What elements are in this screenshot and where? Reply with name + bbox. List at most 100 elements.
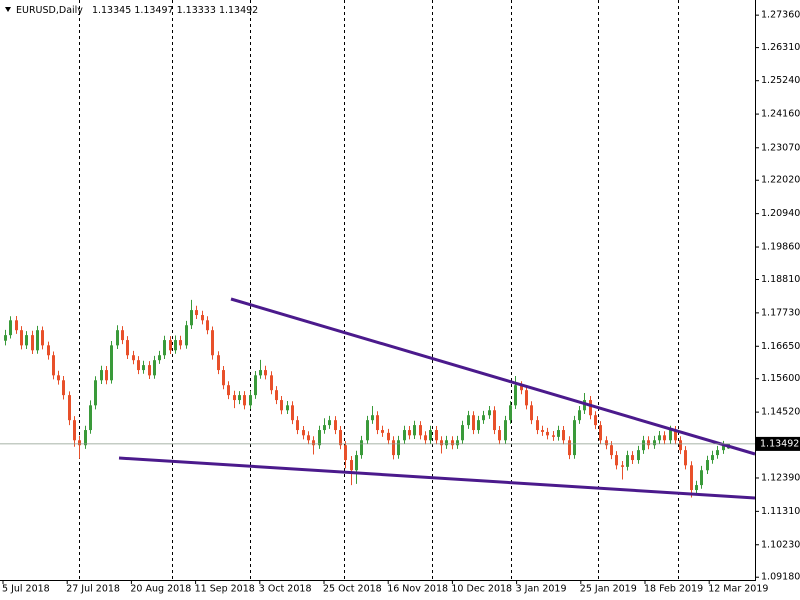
candle-body xyxy=(84,430,87,446)
candle-body xyxy=(62,380,65,396)
candle-body xyxy=(674,430,677,441)
x-tick-label: 5 Jul 2018 xyxy=(2,584,50,595)
candle-body xyxy=(695,485,698,491)
candle-body xyxy=(605,440,608,446)
candle-body xyxy=(307,435,310,441)
candle-body xyxy=(249,395,252,406)
candle-body xyxy=(116,330,119,346)
x-tick-label: 20 Aug 2018 xyxy=(130,584,191,595)
candle-body xyxy=(504,420,507,441)
candle-body xyxy=(137,360,140,371)
candle-body xyxy=(371,415,374,421)
chart-header: EURUSD,Daily 1.13345 1.13497 1.13333 1.1… xyxy=(16,5,258,16)
candle-body xyxy=(525,390,528,406)
y-tick-label: 1.09180 xyxy=(761,572,800,583)
candle-body xyxy=(477,420,480,431)
candle-body xyxy=(722,445,725,451)
x-tick-label: 27 Jul 2018 xyxy=(66,584,120,595)
candle-body xyxy=(536,420,539,431)
candle-body xyxy=(381,430,384,433)
candle-body xyxy=(179,340,182,346)
symbol-title: EURUSD,Daily xyxy=(16,5,83,16)
candle-body xyxy=(286,405,289,411)
trendline-upper[interactable] xyxy=(230,297,756,456)
y-tick-label: 1.15600 xyxy=(761,373,800,384)
candle-body xyxy=(472,415,475,431)
candle-body xyxy=(323,425,326,431)
candle-body xyxy=(711,455,714,461)
trendline-lower[interactable] xyxy=(118,456,756,500)
candle-body xyxy=(557,430,560,437)
candle-body xyxy=(663,435,666,441)
candle-body xyxy=(68,395,71,421)
last-price-box xyxy=(756,436,800,451)
candle-body xyxy=(243,395,246,406)
candle-body xyxy=(20,330,23,346)
candle-body xyxy=(706,460,709,471)
x-tick-label: 11 Sep 2018 xyxy=(195,584,255,595)
candle-body xyxy=(669,430,672,441)
candle-body xyxy=(355,455,358,471)
candle-body xyxy=(100,370,103,381)
candle-body xyxy=(684,450,687,466)
dropdown-icon[interactable] xyxy=(5,7,11,12)
x-tick-label: 3 Jan 2019 xyxy=(516,584,567,595)
candle-body xyxy=(578,410,581,421)
y-tick-label: 1.26310 xyxy=(761,42,800,53)
candle-body xyxy=(690,465,693,491)
candle-body xyxy=(31,335,34,351)
x-tick-label: 16 Nov 2018 xyxy=(387,584,448,595)
candle-body xyxy=(435,430,438,441)
candle-body xyxy=(169,340,172,351)
y-tick-label: 1.18810 xyxy=(761,274,800,285)
period-separators xyxy=(79,0,679,580)
x-tick-label: 25 Oct 2018 xyxy=(323,584,382,595)
candle-body xyxy=(637,450,640,461)
candle-body xyxy=(158,355,161,361)
candle-body xyxy=(174,340,177,351)
candle-body xyxy=(445,440,448,446)
candle-body xyxy=(339,430,342,446)
candle-body xyxy=(392,440,395,456)
candle-body xyxy=(142,365,145,371)
high-value: 1.13497 xyxy=(134,5,173,16)
candle-body xyxy=(716,450,719,456)
candle-body xyxy=(429,430,432,441)
open-value: 1.13345 xyxy=(92,5,131,16)
candle-body xyxy=(57,375,60,381)
candle-body xyxy=(562,430,565,441)
candle-body xyxy=(195,310,198,316)
candle-body xyxy=(376,415,379,431)
candle-body xyxy=(227,385,230,396)
last-price-label: 1.13492 xyxy=(760,438,799,449)
candle-body xyxy=(334,420,337,431)
candle-body xyxy=(73,420,76,441)
candle-body xyxy=(201,315,204,321)
candle-body xyxy=(328,420,331,426)
candle-body xyxy=(185,325,188,346)
candle-body xyxy=(94,380,97,406)
candle-body xyxy=(541,430,544,432)
y-tick-label: 1.14520 xyxy=(761,407,800,418)
candle-body xyxy=(488,410,491,416)
x-tick-label: 10 Dec 2018 xyxy=(451,584,512,595)
candle-body xyxy=(424,435,427,441)
candle-body xyxy=(573,420,576,456)
candle-body xyxy=(679,440,682,451)
candle-body xyxy=(594,415,597,426)
candle-body xyxy=(211,330,214,356)
candle-body xyxy=(599,425,602,441)
candle-body xyxy=(700,470,703,486)
y-tick-label: 1.12390 xyxy=(761,472,800,483)
candle-body xyxy=(291,405,294,421)
candle-body xyxy=(302,430,305,436)
candle-body xyxy=(493,410,496,431)
candle-body xyxy=(270,375,273,391)
candle-body xyxy=(530,405,533,421)
candle-body xyxy=(568,440,571,456)
candle-body xyxy=(461,425,464,441)
candle-body xyxy=(350,460,353,471)
